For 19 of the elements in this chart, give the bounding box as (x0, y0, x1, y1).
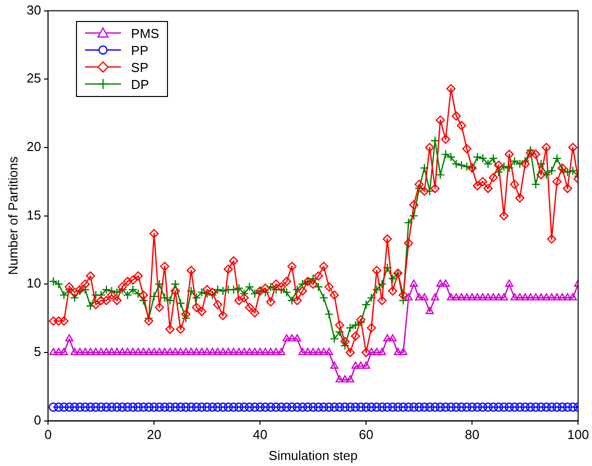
legend-label: DP (131, 76, 150, 92)
y-tick-label: 25 (26, 70, 42, 86)
legend-label: PMS (131, 26, 160, 41)
x-tick-label: 60 (358, 427, 374, 442)
x-tick-label: 20 (146, 427, 162, 442)
y-tick-label: 5 (34, 344, 42, 360)
legend-label: PP (131, 42, 148, 58)
y-tick-label: 0 (34, 412, 42, 428)
x-tick-label: 80 (464, 427, 480, 442)
legend-label: SP (131, 60, 148, 75)
y-tick-label: 20 (26, 139, 42, 154)
x-tick-label: 100 (567, 427, 590, 442)
y-tick-label: 30 (26, 2, 42, 18)
x-tick-label: 40 (252, 427, 268, 442)
y-axis-title: Number of Partitions (5, 156, 20, 276)
y-tick-label: 15 (26, 207, 42, 222)
x-tick-label: 0 (44, 427, 52, 442)
y-tick-label: 10 (26, 276, 42, 291)
x-axis-title: Simulation step (268, 448, 358, 463)
